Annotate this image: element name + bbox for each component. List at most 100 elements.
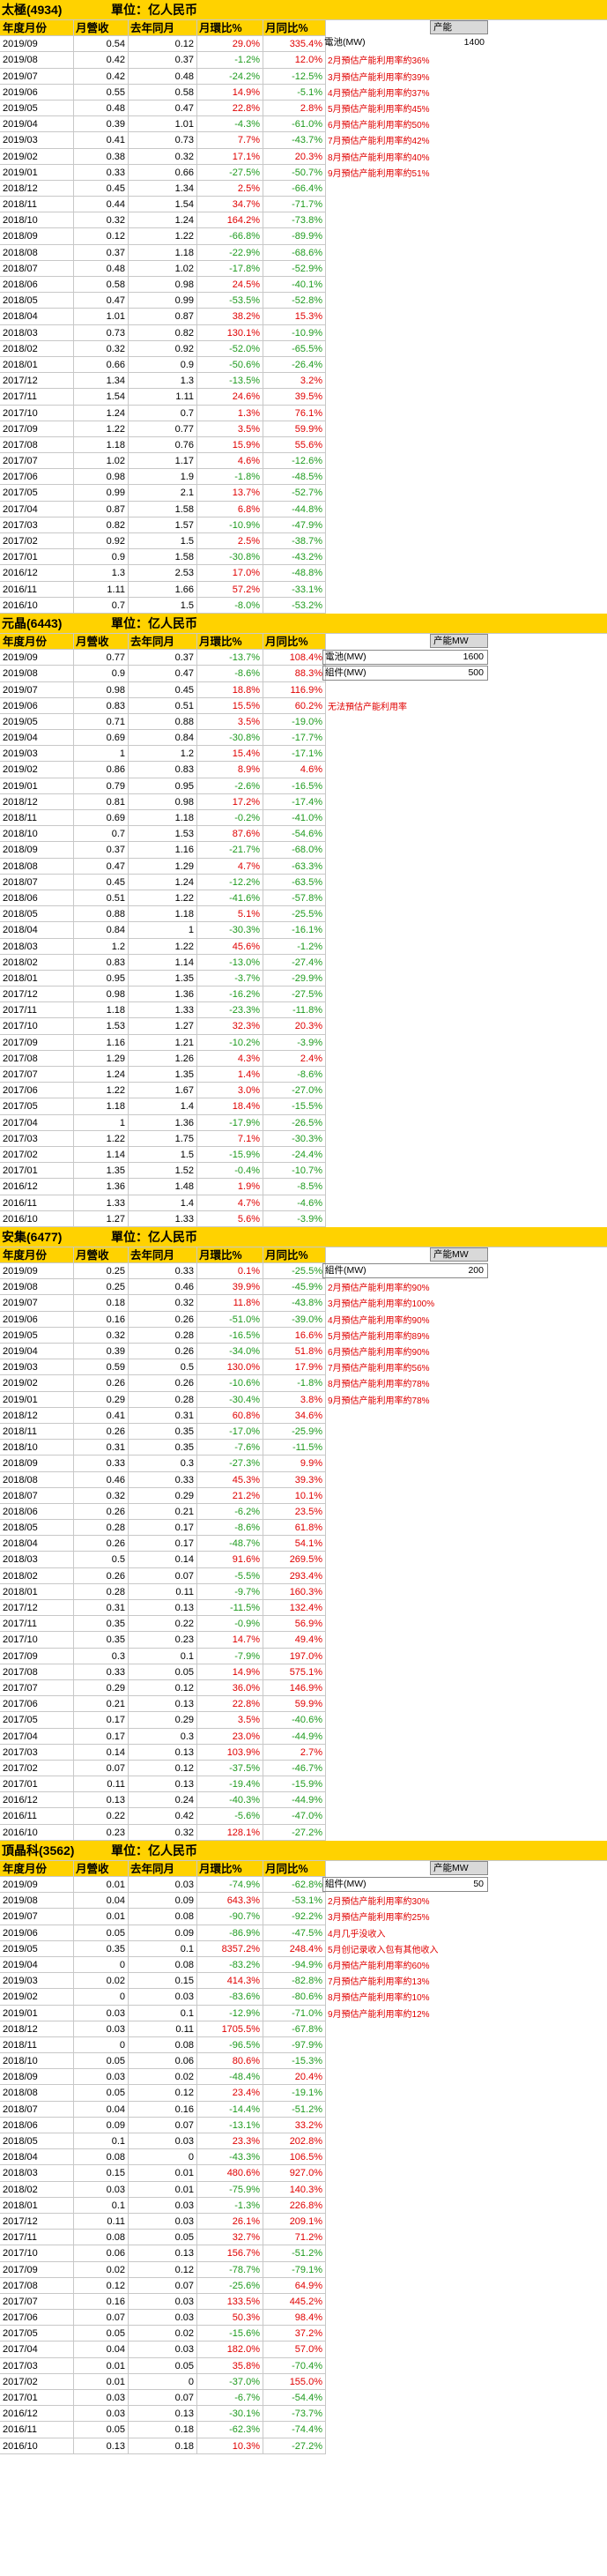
table-cell[interactable]: 2017/06	[0, 1696, 74, 1713]
table-cell[interactable]: 0.83	[74, 697, 129, 714]
table-cell[interactable]: 0.22	[74, 1808, 129, 1825]
table-cell[interactable]: -51.0%	[197, 1311, 263, 1328]
table-cell[interactable]: 2018/05	[0, 1520, 74, 1537]
table-cell[interactable]: 2.8%	[263, 100, 326, 117]
table-cell[interactable]: -8.6%	[197, 666, 263, 682]
table-cell[interactable]: 0.26	[129, 1344, 197, 1360]
table-cell[interactable]: 0.05	[74, 2326, 129, 2342]
table-cell[interactable]: -96.5%	[197, 2036, 263, 2054]
table-cell[interactable]: -65.5%	[263, 340, 326, 357]
table-cell[interactable]: 2019/06	[0, 1925, 74, 1941]
table-cell[interactable]: 2019/01	[0, 2005, 74, 2021]
table-cell[interactable]: -40.3%	[197, 1792, 263, 1809]
table-cell[interactable]: 0.03	[129, 2310, 197, 2327]
table-cell[interactable]: 0.12	[74, 2277, 129, 2294]
table-cell[interactable]: 2019/03	[0, 746, 74, 763]
table-cell[interactable]: 87.6%	[197, 826, 263, 843]
table-cell[interactable]: -10.9%	[197, 517, 263, 533]
table-cell[interactable]: 2017/02	[0, 2373, 74, 2390]
table-cell[interactable]: 4.3%	[197, 1050, 263, 1067]
table-cell[interactable]: 76.1%	[263, 405, 326, 421]
table-cell[interactable]: 0	[74, 1956, 129, 1974]
table-cell[interactable]: 0.1	[129, 2005, 197, 2021]
table-cell[interactable]: 2018/04	[0, 309, 74, 325]
table-cell[interactable]: 106.5%	[263, 2149, 326, 2166]
table-cell[interactable]: 32.3%	[197, 1018, 263, 1035]
table-cell[interactable]: -43.3%	[197, 2149, 263, 2166]
table-cell[interactable]: 2018/01	[0, 356, 74, 374]
table-cell[interactable]: 0.13	[129, 1744, 197, 1761]
table-cell[interactable]: -6.2%	[197, 1503, 263, 1521]
table-cell[interactable]: 0.46	[74, 1471, 129, 1488]
table-cell[interactable]: -62.3%	[197, 2422, 263, 2438]
table-cell[interactable]: 2018/04	[0, 2149, 74, 2166]
table-cell[interactable]: -7.9%	[197, 1648, 263, 1664]
table-cell[interactable]: 0.66	[129, 164, 197, 181]
table-cell[interactable]: 2018/09	[0, 1456, 74, 1472]
table-cell[interactable]: 36.0%	[197, 1679, 263, 1697]
table-cell[interactable]: -17.1%	[263, 746, 326, 763]
table-cell[interactable]: 0.05	[129, 2230, 197, 2246]
table-cell[interactable]: 0	[129, 2373, 197, 2390]
table-cell[interactable]: 0.3	[129, 1728, 197, 1745]
table-cell[interactable]: 0.39	[74, 1344, 129, 1360]
table-cell[interactable]: -19.1%	[263, 2085, 326, 2102]
table-cell[interactable]: -54.6%	[263, 826, 326, 843]
table-cell[interactable]: 1.24	[74, 405, 129, 421]
table-cell[interactable]: 0.16	[129, 2101, 197, 2118]
table-cell[interactable]: 1.53	[129, 826, 197, 843]
table-cell[interactable]: 15.4%	[197, 746, 263, 763]
table-cell[interactable]: -10.6%	[197, 1375, 263, 1392]
table-cell[interactable]: 0.55	[74, 84, 129, 101]
table-cell[interactable]: -19.0%	[263, 713, 326, 731]
table-cell[interactable]: 0.81	[74, 793, 129, 810]
table-cell[interactable]: 29.0%	[197, 36, 263, 53]
table-cell[interactable]: 98.4%	[263, 2310, 326, 2327]
table-cell[interactable]: 6.8%	[197, 501, 263, 517]
table-cell[interactable]: 1.22	[129, 938, 197, 955]
table-cell[interactable]: 17.2%	[197, 793, 263, 810]
table-cell[interactable]: 0.98	[74, 469, 129, 486]
table-cell[interactable]: 0.23	[74, 1824, 129, 1841]
table-cell[interactable]: -61.0%	[263, 116, 326, 133]
table-cell[interactable]: 0.17	[129, 1520, 197, 1537]
table-cell[interactable]: -27.4%	[263, 954, 326, 971]
table-cell[interactable]: 1	[129, 922, 197, 939]
table-cell[interactable]: 0.08	[74, 2230, 129, 2246]
table-cell[interactable]: -3.7%	[197, 970, 263, 987]
table-cell[interactable]: 1.2	[129, 746, 197, 763]
table-cell[interactable]: 20.3%	[263, 148, 326, 165]
table-cell[interactable]: 1.4%	[197, 1067, 263, 1083]
table-cell[interactable]: 0.47	[129, 666, 197, 682]
table-cell[interactable]: 14.9%	[197, 84, 263, 101]
table-cell[interactable]: 1.29	[129, 858, 197, 875]
table-cell[interactable]: 1.9	[129, 469, 197, 486]
table-cell[interactable]: 2019/04	[0, 1956, 74, 1974]
table-cell[interactable]: -10.7%	[263, 1163, 326, 1180]
table-cell[interactable]: 2017/06	[0, 2310, 74, 2327]
table-cell[interactable]: 0.18	[129, 2422, 197, 2438]
table-cell[interactable]: -74.9%	[197, 1877, 263, 1894]
table-cell[interactable]: -2.6%	[197, 778, 263, 794]
table-cell[interactable]: -27.2%	[263, 2438, 326, 2454]
table-cell[interactable]: 22.8%	[197, 1696, 263, 1713]
table-cell[interactable]: 575.1%	[263, 1664, 326, 1680]
table-cell[interactable]: 2018/09	[0, 228, 74, 245]
table-cell[interactable]: 0.05	[74, 2085, 129, 2102]
table-cell[interactable]: 2017/09	[0, 2261, 74, 2278]
table-cell[interactable]: 130.1%	[197, 324, 263, 341]
table-cell[interactable]: 0.08	[74, 2149, 129, 2166]
table-cell[interactable]: 2018/11	[0, 197, 74, 213]
table-cell[interactable]: 2018/08	[0, 2085, 74, 2102]
table-cell[interactable]: -71.0%	[263, 2005, 326, 2021]
table-cell[interactable]: 0.7	[129, 405, 197, 421]
table-cell[interactable]: 2018/06	[0, 890, 74, 907]
table-cell[interactable]: 0.35	[74, 1940, 129, 1957]
table-cell[interactable]: 0.99	[74, 485, 129, 502]
table-cell[interactable]: 1.66	[129, 581, 197, 598]
table-cell[interactable]: 2016/11	[0, 1195, 74, 1211]
table-cell[interactable]: -22.9%	[197, 244, 263, 261]
table-cell[interactable]: 2.5%	[197, 180, 263, 197]
table-cell[interactable]: -25.6%	[197, 2277, 263, 2294]
table-cell[interactable]: 2018/11	[0, 1423, 74, 1441]
